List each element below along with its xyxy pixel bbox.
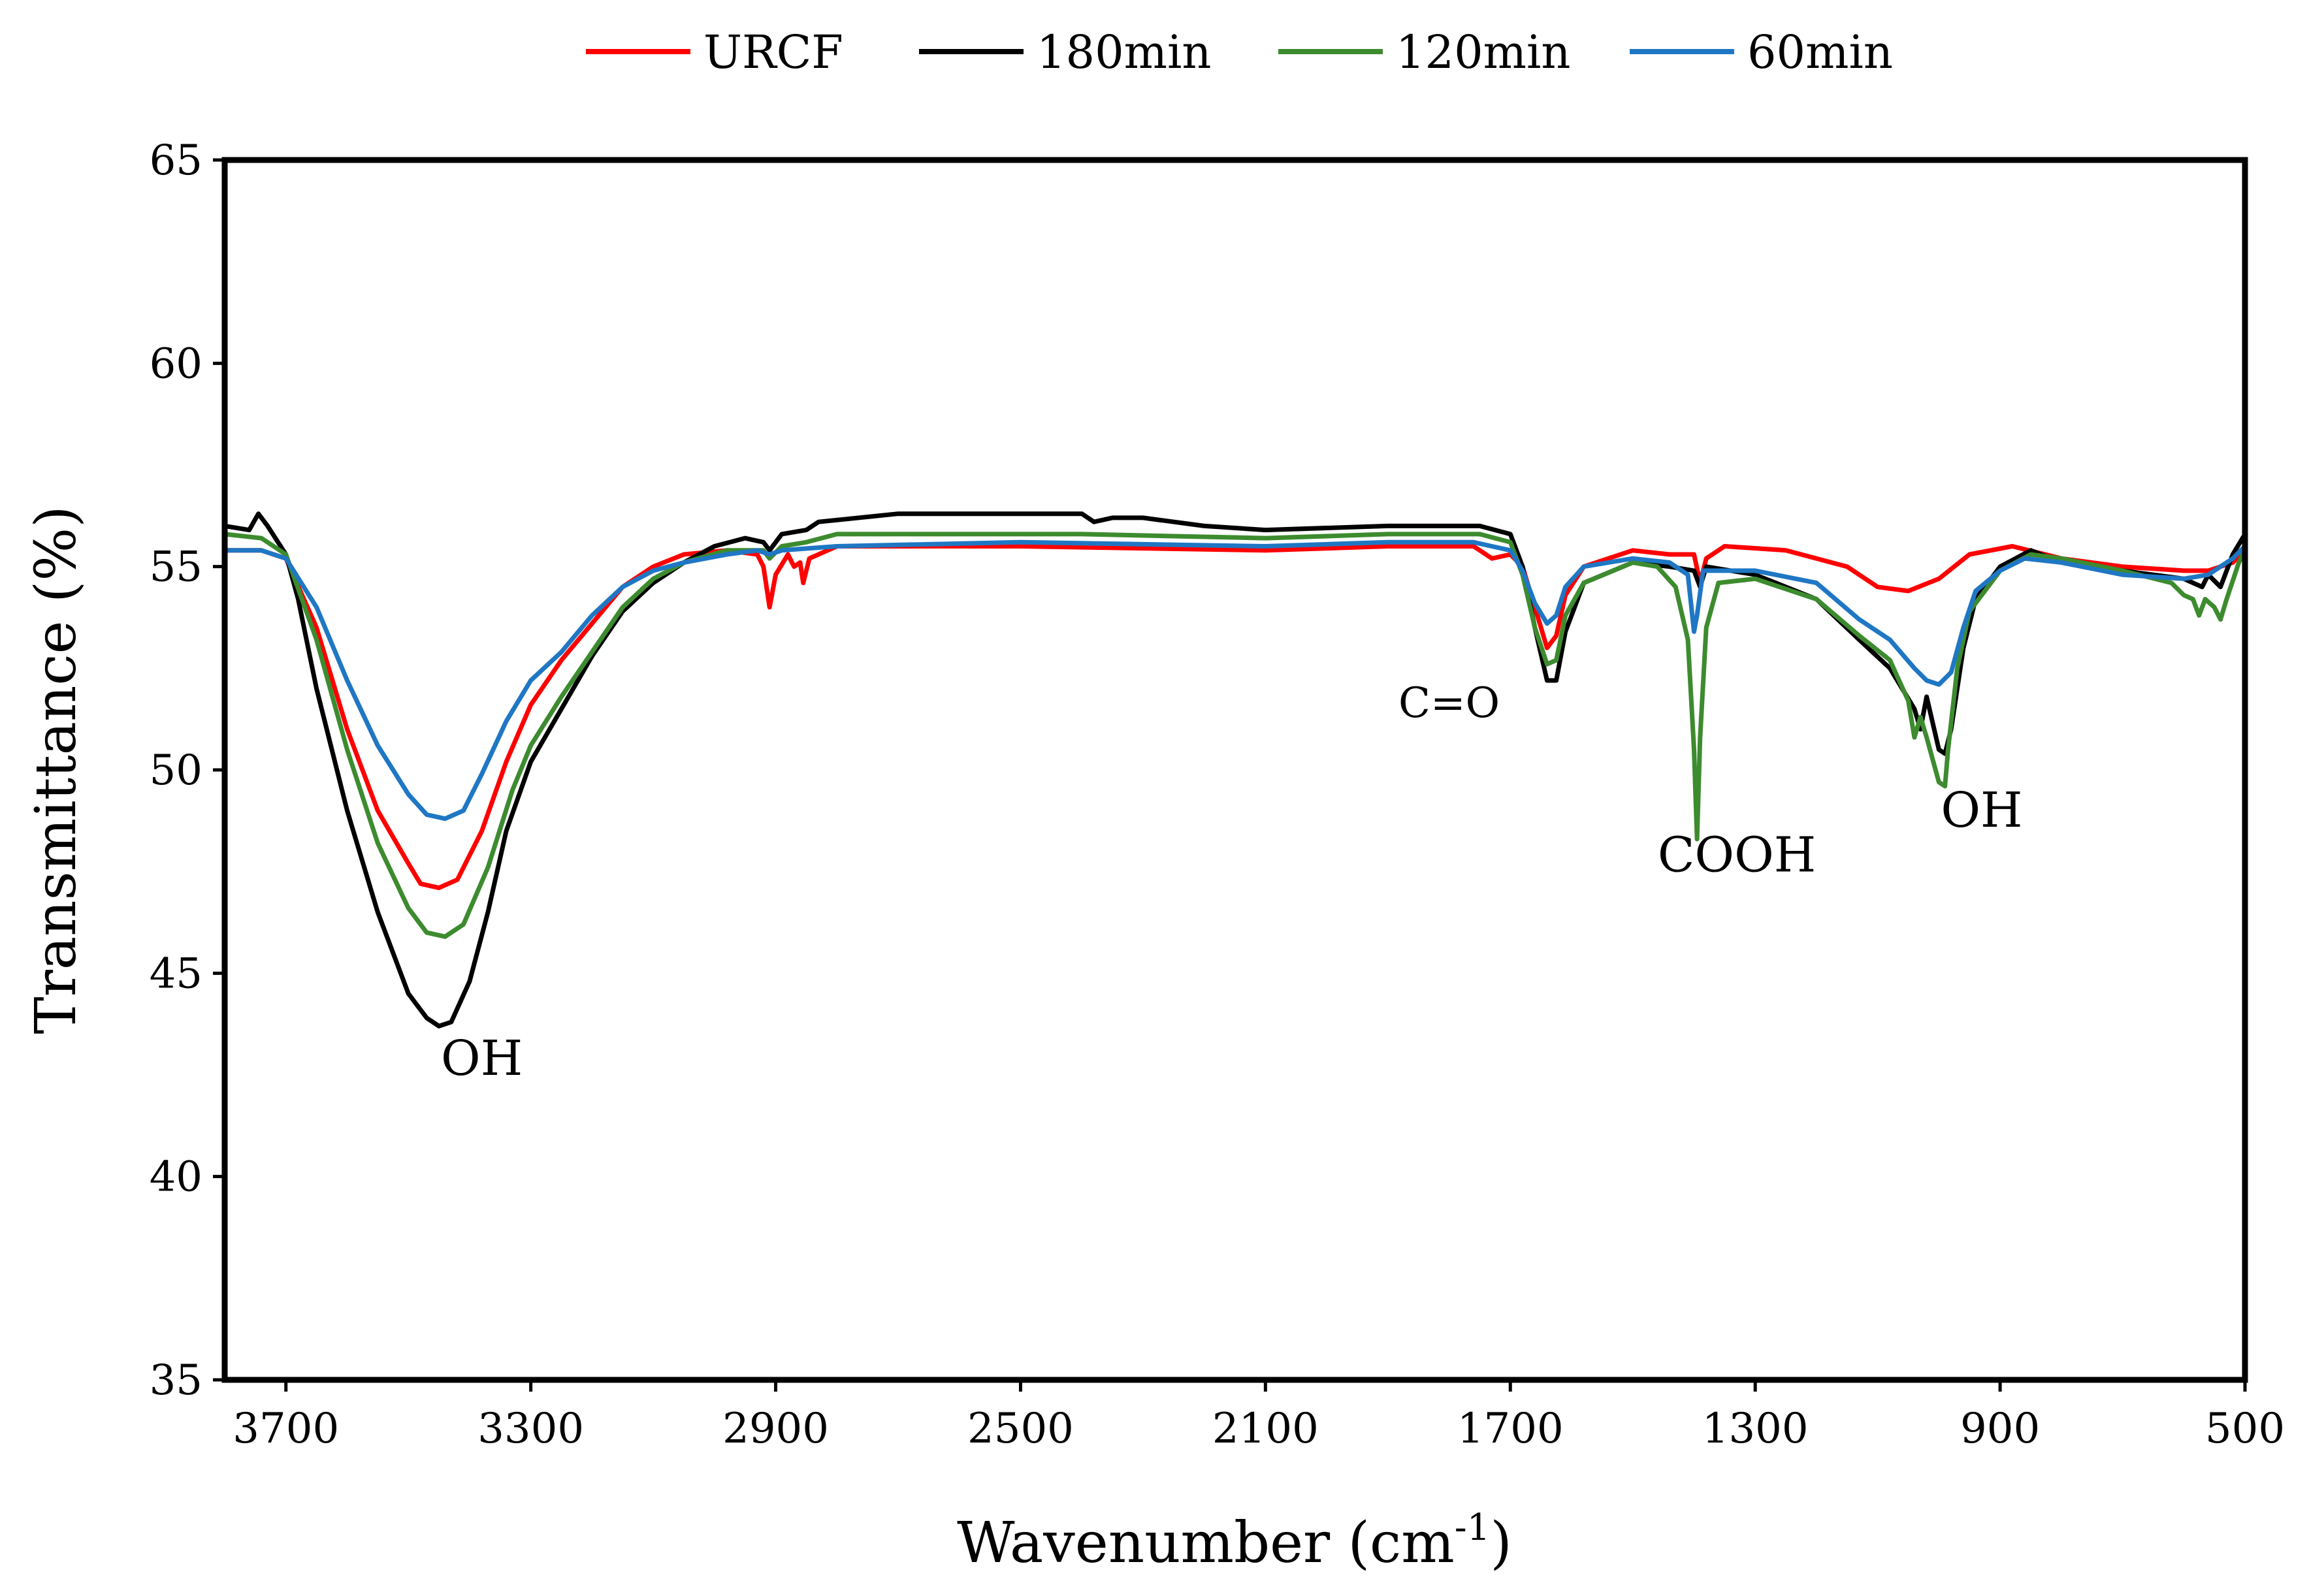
y-tick-label-40: 40 bbox=[150, 1153, 202, 1202]
annotation-layer: OH C=O COOH OH bbox=[441, 679, 2023, 1087]
x-axis-title-main: Wavenumber (cm bbox=[957, 1510, 1455, 1576]
legend-label-urcf: URCF bbox=[703, 25, 843, 79]
y-tick-label-55: 55 bbox=[150, 543, 202, 592]
x-tick-label-3700: 3700 bbox=[233, 1405, 339, 1453]
series-line-120min bbox=[222, 532, 2248, 939]
legend-item-urcf: URCF bbox=[586, 25, 843, 79]
x-axis-ticks: 3700 3300 2900 2500 2100 1700 1300 900 500 bbox=[233, 1380, 2285, 1453]
plot-frame bbox=[221, 157, 2248, 1383]
series-line-180min bbox=[222, 511, 2248, 1029]
y-tick-label-50: 50 bbox=[150, 746, 202, 795]
annotation-oh-0: OH bbox=[441, 1030, 523, 1087]
y-tick-label-60: 60 bbox=[150, 340, 202, 388]
x-tick-label-500: 500 bbox=[2205, 1405, 2285, 1453]
legend-item-60min: 60min bbox=[1630, 25, 1893, 79]
x-tick-label-2900: 2900 bbox=[722, 1405, 829, 1453]
series-layer bbox=[222, 511, 2248, 1029]
annotation-cooh-2: COOH bbox=[1658, 827, 1817, 884]
x-tick-label-1700: 1700 bbox=[1457, 1405, 1564, 1453]
x-tick-label-2500: 2500 bbox=[967, 1405, 1074, 1453]
y-tick-label-65: 65 bbox=[150, 136, 202, 185]
legend-label-120min: 120min bbox=[1396, 25, 1570, 79]
y-tick-label-45: 45 bbox=[150, 950, 202, 998]
y-tick-label-35: 35 bbox=[150, 1356, 202, 1405]
y-axis-ticks: 35 40 45 50 55 60 65 bbox=[150, 136, 225, 1405]
x-tick-label-1300: 1300 bbox=[1702, 1405, 1809, 1453]
legend-item-120min: 120min bbox=[1278, 25, 1570, 79]
x-axis-title-superscript: -1 bbox=[1455, 1507, 1491, 1549]
legend-item-180min: 180min bbox=[919, 25, 1211, 79]
x-axis-title-close: ) bbox=[1490, 1510, 1512, 1576]
x-tick-label-2100: 2100 bbox=[1212, 1405, 1319, 1453]
annotation-oh-3: OH bbox=[1941, 782, 2022, 838]
legend-label-180min: 180min bbox=[1037, 25, 1211, 79]
x-tick-label-900: 900 bbox=[1960, 1405, 2040, 1453]
annotation-c-o-1: C=O bbox=[1398, 679, 1500, 727]
legend-label-60min: 60min bbox=[1747, 25, 1893, 79]
x-axis-title: Wavenumber (cm-1) bbox=[957, 1507, 1512, 1576]
x-tick-label-3300: 3300 bbox=[477, 1405, 584, 1453]
series-line-60min bbox=[222, 539, 2248, 822]
legend: URCF 180min 120min 60min bbox=[586, 25, 1893, 79]
series-line-urcf bbox=[222, 544, 2248, 891]
y-axis-title: Transmittance (%) bbox=[24, 505, 89, 1034]
